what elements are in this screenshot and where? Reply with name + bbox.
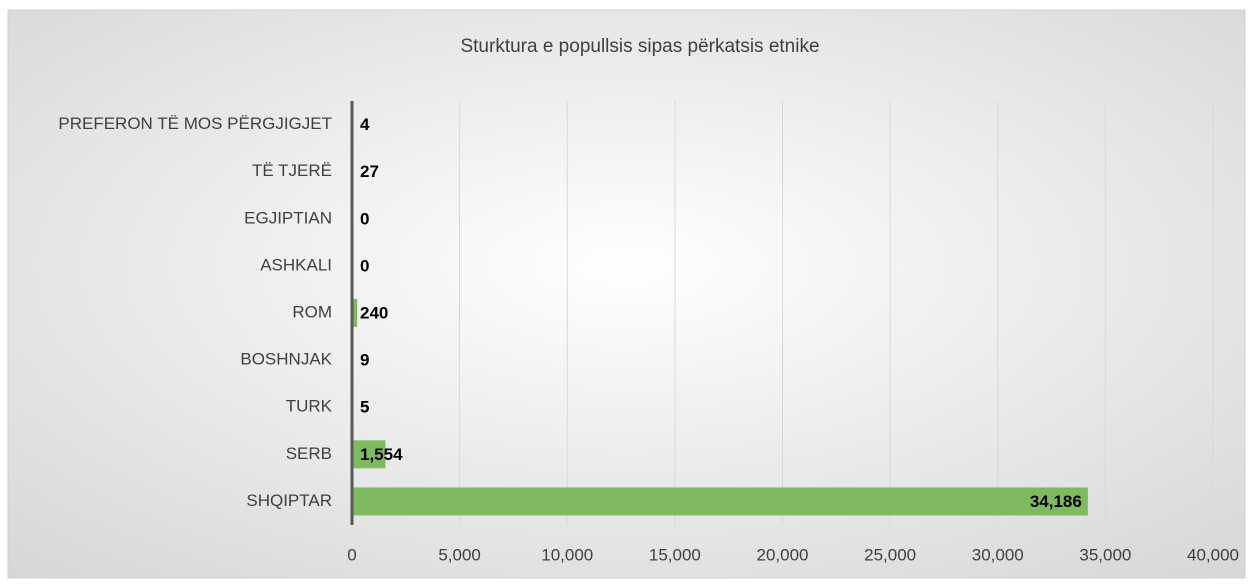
y-tick-label: TURK xyxy=(286,397,333,416)
x-tick-label: 35,000 xyxy=(1079,545,1131,564)
data-label: 4 xyxy=(360,115,370,134)
y-tick-label: EGJIPTIAN xyxy=(244,208,332,227)
data-label: 0 xyxy=(360,256,369,275)
bar xyxy=(352,487,1088,515)
x-tick-label: 40,000 xyxy=(1187,545,1239,564)
data-label: 9 xyxy=(360,351,369,370)
y-tick-label: ROM xyxy=(292,302,332,321)
data-label: 1,554 xyxy=(360,445,403,464)
data-label: 34,186 xyxy=(1030,492,1082,511)
y-tick-label: PREFERON TË MOS PËRGJIGJET xyxy=(58,114,332,133)
x-tick-label: 20,000 xyxy=(757,545,809,564)
chart-title: Sturktura e popullsis sipas përkatsis et… xyxy=(460,36,819,57)
x-tick-label: 25,000 xyxy=(864,545,916,564)
y-tick-label: ASHKALI xyxy=(260,255,332,274)
y-tick-label: BOSHNJAK xyxy=(240,350,332,369)
y-tick-label: TË TJERË xyxy=(252,161,332,180)
data-label: 5 xyxy=(360,398,369,417)
x-tick-label: 0 xyxy=(347,545,356,564)
y-tick-label: SHQIPTAR xyxy=(246,491,332,510)
x-tick-label: 5,000 xyxy=(438,545,481,564)
data-label: 240 xyxy=(360,303,388,322)
y-tick-label: SERB xyxy=(286,444,332,463)
x-tick-label: 30,000 xyxy=(972,545,1024,564)
x-tick-label: 10,000 xyxy=(541,545,593,564)
data-label: 27 xyxy=(360,162,379,181)
data-label: 0 xyxy=(360,209,369,228)
x-tick-label: 15,000 xyxy=(649,545,701,564)
